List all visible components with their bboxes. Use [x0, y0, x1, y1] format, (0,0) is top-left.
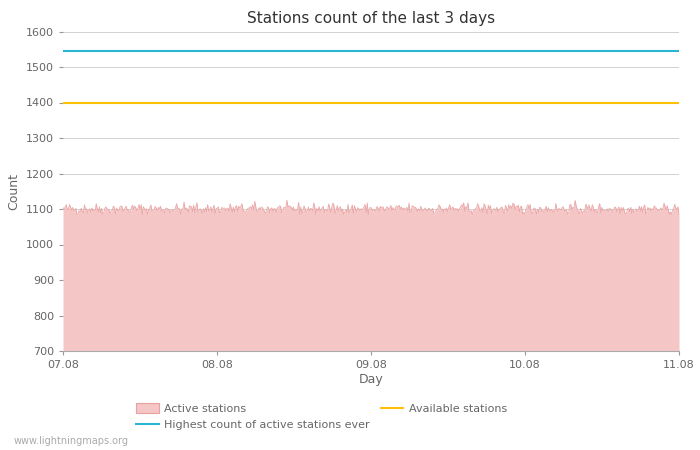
Legend: Active stations, Highest count of active stations ever, Available stations: Active stations, Highest count of active… [132, 399, 512, 435]
Title: Stations count of the last 3 days: Stations count of the last 3 days [247, 11, 495, 26]
X-axis label: Day: Day [358, 373, 384, 386]
Text: www.lightningmaps.org: www.lightningmaps.org [14, 436, 129, 446]
Y-axis label: Count: Count [7, 173, 20, 210]
